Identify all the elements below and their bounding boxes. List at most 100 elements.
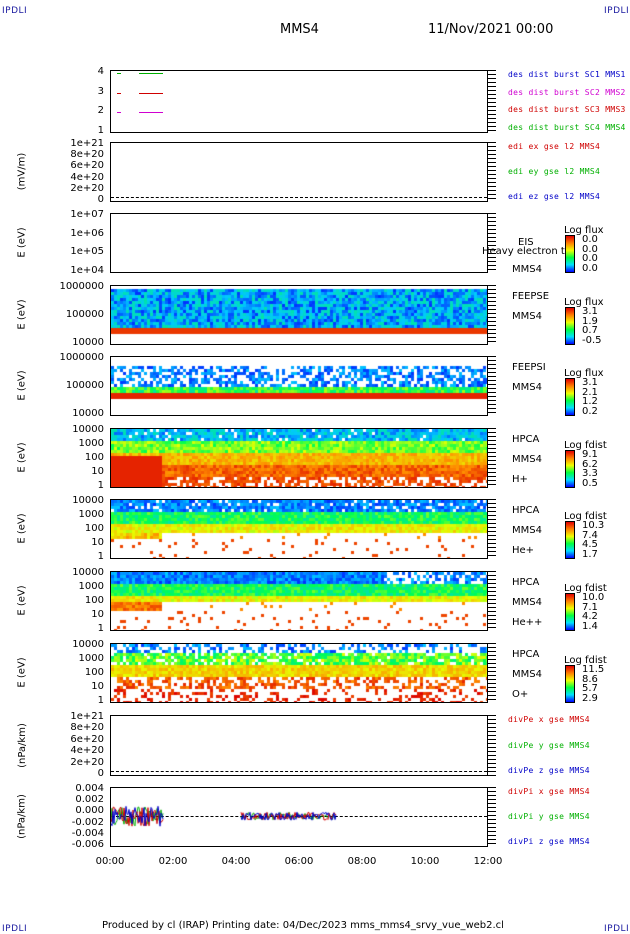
panel-p8 <box>110 571 488 631</box>
time-tick-label: 12:00 <box>473 856 503 867</box>
panel-p11 <box>110 787 488 847</box>
colorbar-title: Log fdist <box>564 440 607 451</box>
y-tick-label: -0.004 <box>71 827 104 839</box>
divpi-traces <box>111 788 487 846</box>
y-tick-label: 1000000 <box>59 281 104 292</box>
y-tick-label: 10000 <box>72 337 104 348</box>
legend-entry: des dist burst SC3 MMS3 <box>508 105 626 115</box>
colorbar-title: Log flux <box>564 297 604 308</box>
colorbar-value: 1.9 <box>582 315 598 327</box>
y-tick-label: 4e+20 <box>70 745 104 757</box>
legend-entry: des dist burst SC1 MMS1 <box>508 70 626 79</box>
y-tick-label: 1 <box>97 480 104 491</box>
panel-p4 <box>110 285 488 345</box>
y-tick-label: 4e+20 <box>70 171 104 183</box>
colorbar-value: 1.2 <box>582 396 598 407</box>
spectrogram-hepp <box>111 572 487 630</box>
y-tick-label: 8e+20 <box>70 149 104 161</box>
y-tick-label: 1000000 <box>59 352 104 363</box>
date-title: 11/Nov/2021 00:00 <box>428 22 554 37</box>
time-tick-label: 08:00 <box>347 856 377 867</box>
instrument-label: O+ <box>512 689 529 700</box>
y-tick-label: 6e+20 <box>70 160 104 172</box>
colorbar-value: 10.3 <box>582 520 605 531</box>
y-tick-label: 10000 <box>72 408 104 419</box>
colorbar-value: 0.5 <box>582 477 598 489</box>
legend-entry: divPe x gse MMS4 <box>508 715 590 724</box>
colorbar-value: 8.6 <box>582 673 598 685</box>
y-tick-label: 10 <box>91 537 104 548</box>
instrument-label: HPCA <box>512 577 540 588</box>
y-tick-label: 6e+20 <box>70 733 104 745</box>
instrument-label: FEEPSI <box>512 362 546 373</box>
instrument-label: He++ <box>512 617 543 628</box>
instrument-label: MMS4 <box>512 597 542 608</box>
colorbar-value: -0.5 <box>582 334 602 346</box>
panel-p3 <box>110 213 488 273</box>
y-tick-label: 2e+20 <box>70 182 104 194</box>
legend-entry: divPe z gse MMS4 <box>508 766 590 775</box>
panel-p5 <box>110 356 488 416</box>
colorbar-value: 0.7 <box>582 325 598 336</box>
y-tick-label: 1 <box>97 125 104 136</box>
y-tick-label: 1000 <box>78 509 104 520</box>
colorbar <box>565 378 575 416</box>
spectrogram-feepsi <box>111 357 487 415</box>
corner-label-top-left: IPDLI <box>2 6 28 16</box>
time-tick-label: 06:00 <box>284 856 314 867</box>
colorbar <box>565 235 575 273</box>
legend-entry: des dist burst SC4 MMS4 <box>508 123 626 132</box>
burst-line-4 <box>139 73 163 74</box>
y-tick-label: 10000 <box>72 567 104 578</box>
time-tick-label: 00:00 <box>95 856 125 867</box>
colorbar-value: 0.0 <box>582 253 598 264</box>
instrument-label: MMS4 <box>512 311 542 322</box>
right-tick-marks <box>488 142 496 202</box>
y-tick-label: 100 <box>84 667 104 678</box>
instrument-label: MMS4 <box>512 669 542 680</box>
corner-label-bottom-right: IPDLI <box>604 924 630 934</box>
y-tick-label: 0.000 <box>75 805 104 817</box>
y-tick-label: 1e+21 <box>70 711 104 722</box>
panel-p6 <box>110 428 488 488</box>
time-tick-label: 02:00 <box>158 856 188 867</box>
instrument-label: HPCA <box>512 434 540 445</box>
right-tick-marks <box>488 715 496 776</box>
legend-entry: divPe y gse MMS4 <box>508 740 590 750</box>
legend-entry: edi ex gse l2 MMS4 <box>508 142 601 151</box>
legend-entry: des dist burst SC2 MMS2 <box>508 87 626 97</box>
y-tick-label: 0 <box>97 768 104 779</box>
y-tick-label: 2e+20 <box>70 756 104 768</box>
y-tick-label: 1 <box>97 623 104 634</box>
y-tick-label: 100000 <box>65 309 104 320</box>
y-tick-label: 8e+20 <box>70 722 104 734</box>
colorbar <box>565 450 575 488</box>
panel-p7 <box>110 499 488 559</box>
y-tick-label: 10000 <box>72 495 104 506</box>
legend-entry: divPi x gse MMS4 <box>508 787 590 796</box>
instrument-label: FEEPSE <box>512 291 550 302</box>
spacecraft-title: MMS4 <box>280 22 319 37</box>
right-tick-marks <box>488 70 496 133</box>
colorbar-value: 6.2 <box>582 458 598 470</box>
right-tick-marks <box>488 428 496 488</box>
legend-entry: divPi y gse MMS4 <box>508 812 590 821</box>
spectrogram-o <box>111 644 487 702</box>
colorbar-value: 9.1 <box>582 449 598 460</box>
y-tick-label: 1 <box>97 695 104 706</box>
colorbar-title: Log fdist <box>564 583 607 594</box>
y-tick-label: 1e+06 <box>70 227 104 239</box>
time-tick-label: 04:00 <box>221 856 251 867</box>
right-tick-marks <box>488 356 496 416</box>
colorbar-value: 0.2 <box>582 405 598 417</box>
colorbar-value: 0.0 <box>582 243 598 255</box>
colorbar-value: 3.1 <box>582 306 598 317</box>
y-tick-label: 1 <box>97 551 104 562</box>
colorbar-title: Log fdist <box>564 655 607 666</box>
burst-line-1 <box>139 132 163 133</box>
colorbar-value: 0.0 <box>582 234 598 245</box>
right-tick-marks <box>488 285 496 345</box>
instrument-label: EIS <box>518 237 534 248</box>
y-tick-label: 0.002 <box>75 794 104 806</box>
y-tick-label: 1000 <box>78 438 104 449</box>
